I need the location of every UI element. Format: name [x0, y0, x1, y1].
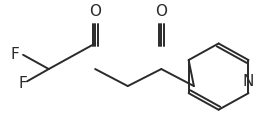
Text: F: F: [10, 47, 19, 62]
Text: O: O: [155, 4, 167, 19]
Text: F: F: [18, 76, 27, 91]
Text: N: N: [242, 74, 254, 89]
Text: O: O: [89, 4, 101, 19]
